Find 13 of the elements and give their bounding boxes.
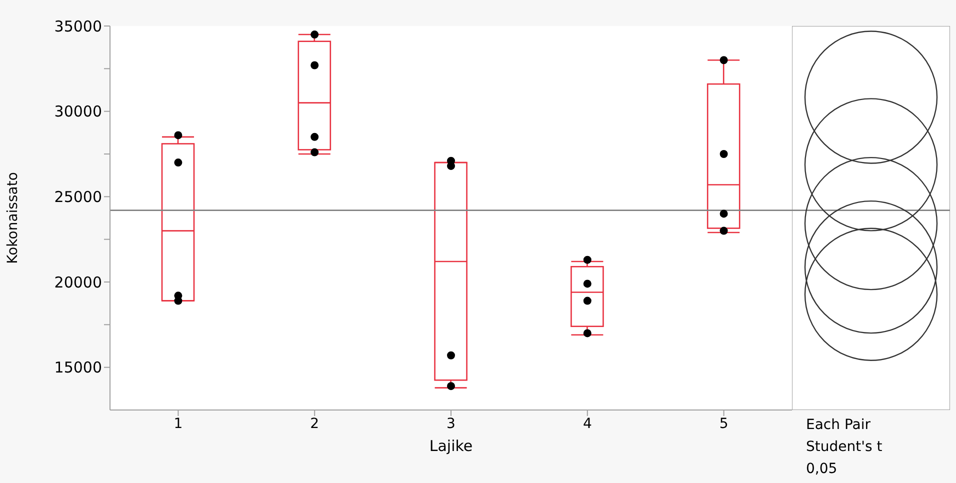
x-tick-label: 5: [719, 416, 728, 432]
y-axis-title: Kokonaissato: [4, 172, 21, 264]
x-tick-label: 3: [446, 416, 456, 432]
x-tick-label: 4: [582, 416, 592, 432]
y-tick-label: 25000: [54, 188, 102, 206]
x-tick-label: 1: [174, 416, 183, 432]
x-axis-title: Lajike: [429, 437, 473, 455]
y-tick-label: 15000: [54, 358, 102, 377]
x-tick-label: 2: [310, 416, 320, 432]
text: Each Pair Student's t 0,05: [806, 416, 884, 479]
y-tick-label: 35000: [54, 17, 102, 36]
y-tick-label: 20000: [54, 273, 102, 292]
y-tick-label: 30000: [54, 102, 102, 121]
